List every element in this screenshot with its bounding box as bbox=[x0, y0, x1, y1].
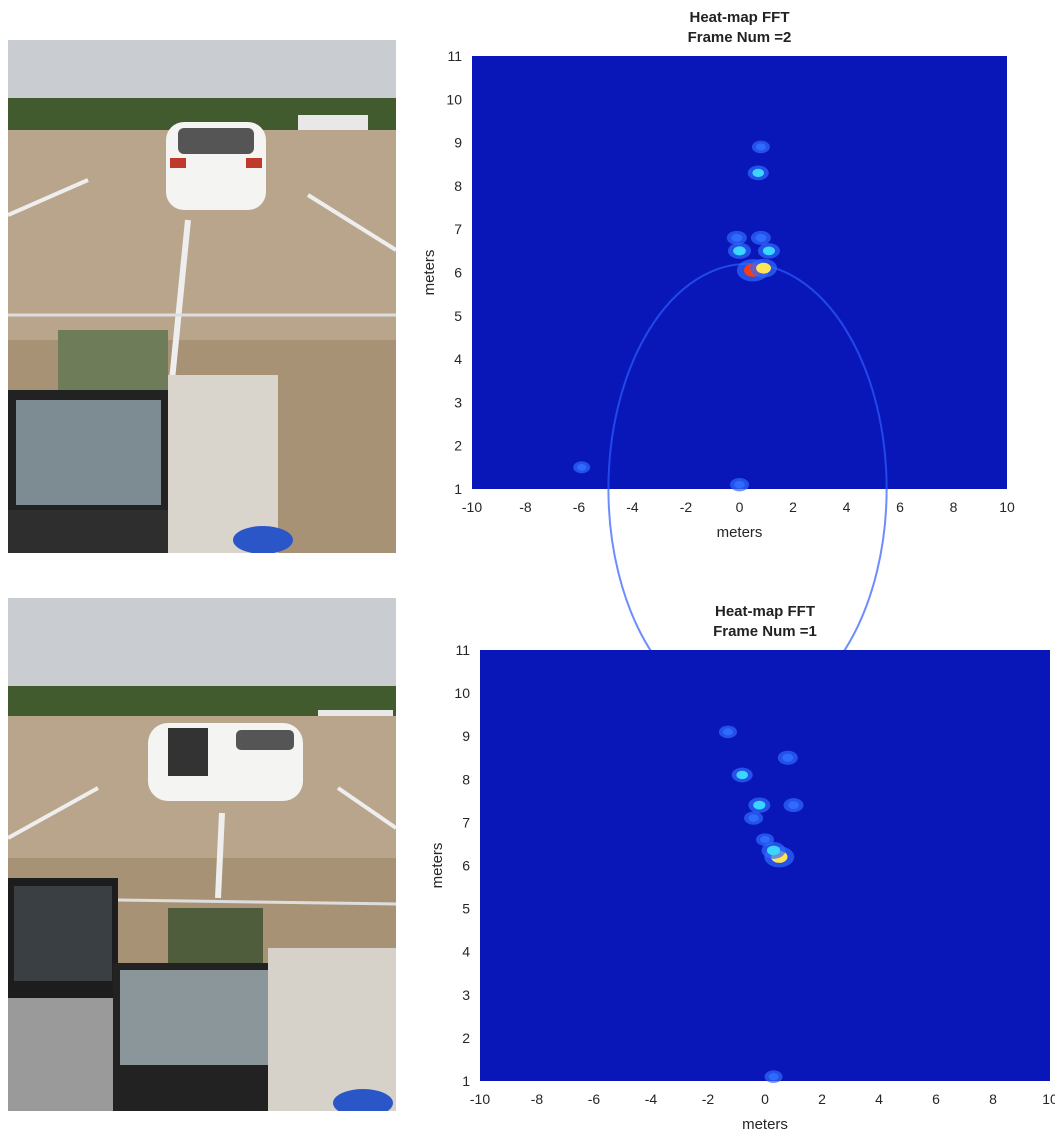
y-tick-label: 9 bbox=[462, 728, 470, 744]
heatmap-hotspot bbox=[734, 480, 745, 489]
x-tick-label: 4 bbox=[843, 499, 851, 515]
chart-title: Heat-map FFT bbox=[689, 9, 789, 26]
heatmap-hotspot bbox=[762, 246, 775, 256]
heatmap-hotspot bbox=[731, 233, 743, 242]
heatmap-hotspot bbox=[748, 814, 759, 822]
heatmap-plot-area bbox=[480, 650, 1050, 1081]
y-tick-label: 7 bbox=[454, 221, 462, 237]
chart-subtitle: Frame Num =2 bbox=[688, 29, 792, 46]
y-tick-label: 5 bbox=[462, 901, 470, 917]
x-tick-label: 10 bbox=[1042, 1091, 1055, 1107]
y-tick-label: 7 bbox=[462, 814, 470, 830]
x-tick-label: 0 bbox=[736, 499, 744, 515]
heatmap-hotspot bbox=[752, 168, 764, 178]
x-tick-label: -10 bbox=[462, 499, 482, 515]
y-tick-label: 11 bbox=[447, 48, 462, 64]
x-tick-label: -4 bbox=[626, 499, 639, 515]
heatmap-chart-frame-1: Heat-map FFT Frame Num =1 -10 -8 -6 -4 -2 0 2 4 6 8… bbox=[410, 596, 1055, 1133]
heatmap-hotspot bbox=[755, 233, 767, 242]
x-tick-label: 2 bbox=[818, 1091, 826, 1107]
heatmap-hotspot bbox=[753, 800, 766, 810]
chart-title-group: Heat-map FFT Frame Num =1 bbox=[713, 603, 817, 640]
y-tick-label: 2 bbox=[462, 1030, 470, 1046]
x-tick-label: 2 bbox=[789, 499, 797, 515]
heatmap-hotspot bbox=[755, 143, 766, 151]
y-axis-label: meters bbox=[429, 843, 446, 889]
y-tick-label: 6 bbox=[454, 265, 462, 281]
y-tick-label: 6 bbox=[462, 858, 470, 874]
y-tick-label: 1 bbox=[454, 481, 462, 497]
heatmap-hotspot bbox=[733, 246, 746, 256]
photo-icon bbox=[8, 598, 396, 1111]
y-tick-label: 3 bbox=[454, 394, 462, 410]
y-tick-label: 2 bbox=[454, 438, 462, 454]
x-tick-label: -4 bbox=[645, 1091, 658, 1107]
heatmap-hotspot bbox=[723, 728, 733, 736]
heatmap-hotspot bbox=[766, 845, 781, 856]
x-tick-label: 6 bbox=[932, 1091, 940, 1107]
parking-lot-photo-car-doors-open bbox=[8, 598, 396, 1111]
y-tick-label: 10 bbox=[446, 91, 462, 107]
y-tick-label: 11 bbox=[455, 642, 470, 658]
y-tick-label: 8 bbox=[454, 178, 462, 194]
x-axis-label: meters bbox=[742, 1116, 788, 1133]
x-tick-label: 4 bbox=[875, 1091, 883, 1107]
x-axis-label: meters bbox=[717, 524, 763, 541]
y-axis-label: meters bbox=[421, 250, 438, 296]
chart-subtitle: Frame Num =1 bbox=[713, 623, 817, 640]
heatmap-hotspot bbox=[768, 1073, 779, 1081]
chart-title: Heat-map FFT bbox=[715, 603, 815, 620]
heatmap-hotspot bbox=[782, 753, 794, 762]
x-tick-label: -8 bbox=[519, 499, 532, 515]
y-tick-label: 10 bbox=[454, 685, 470, 701]
y-tick-label: 1 bbox=[462, 1073, 470, 1089]
chart-title-group: Heat-map FFT Frame Num =2 bbox=[688, 9, 792, 46]
x-tick-label: -2 bbox=[702, 1091, 715, 1107]
x-tick-label: -2 bbox=[680, 499, 693, 515]
y-tick-label: 5 bbox=[454, 308, 462, 324]
y-tick-label: 3 bbox=[462, 987, 470, 1003]
y-tick-label: 4 bbox=[454, 351, 462, 367]
y-tick-label: 4 bbox=[462, 944, 470, 960]
x-tick-label: 8 bbox=[989, 1091, 997, 1107]
x-tick-label: -6 bbox=[573, 499, 586, 515]
heatmap-chart-frame-2: Heat-map FFT Frame Num =2 -10 -8 -6 -4 -2 0 2 4 6 8… bbox=[410, 0, 1050, 716]
x-tick-label: -6 bbox=[588, 1091, 601, 1107]
y-tick-label: 8 bbox=[462, 771, 470, 787]
heatmap-hotspot bbox=[760, 836, 770, 844]
photo-icon bbox=[8, 40, 396, 553]
heatmap-hotspot bbox=[577, 463, 587, 471]
x-tick-label: 0 bbox=[761, 1091, 769, 1107]
parking-lot-photo-car-closed bbox=[8, 40, 396, 553]
heatmap-hotspot bbox=[736, 770, 748, 780]
x-tick-label: -8 bbox=[531, 1091, 544, 1107]
x-tick-label: 8 bbox=[950, 499, 958, 515]
heatmap-hotspot bbox=[788, 801, 799, 810]
x-tick-label: 10 bbox=[999, 499, 1015, 515]
heatmap-hotspot bbox=[756, 262, 771, 274]
x-tick-label: 6 bbox=[896, 499, 904, 515]
x-tick-label: -10 bbox=[470, 1091, 490, 1107]
y-tick-label: 9 bbox=[454, 135, 462, 151]
